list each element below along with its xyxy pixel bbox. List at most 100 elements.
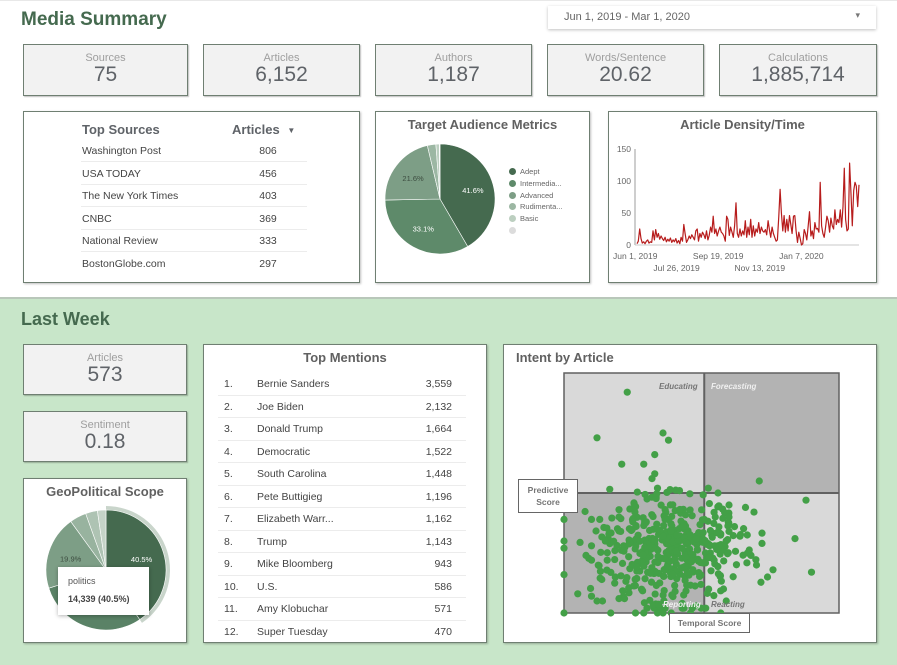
scatter-point[interactable] — [757, 578, 765, 586]
scatter-point[interactable] — [711, 513, 719, 521]
legend-item[interactable]: Basic — [509, 214, 538, 223]
scatter-point[interactable] — [678, 544, 686, 553]
table-row[interactable]: National Review 333 — [81, 230, 307, 253]
scatter-point[interactable] — [707, 567, 715, 575]
scatter-point[interactable] — [651, 590, 659, 598]
scatter-point[interactable] — [681, 553, 689, 561]
scatter-point[interactable] — [706, 527, 714, 535]
scatter-point[interactable] — [666, 485, 674, 494]
scatter-point[interactable] — [640, 609, 648, 617]
scatter-point[interactable] — [708, 533, 716, 541]
scatter-point[interactable] — [676, 505, 684, 514]
scatter-point[interactable] — [659, 532, 667, 540]
scatter-point[interactable] — [731, 547, 740, 555]
table-row[interactable]: BostonGlobe.com 297 — [81, 253, 307, 275]
mention-row[interactable]: 10. U.S. 586 — [218, 576, 466, 598]
scatter-point[interactable] — [714, 570, 722, 578]
scatter-point[interactable] — [601, 537, 609, 545]
scatter-point[interactable] — [651, 535, 659, 544]
scatter-point[interactable] — [791, 535, 799, 543]
mention-row[interactable]: 9. Mike Bloomberg 943 — [218, 553, 466, 576]
scatter-point[interactable] — [640, 562, 648, 570]
scatter-point[interactable] — [606, 485, 614, 493]
scatter-point[interactable] — [646, 596, 654, 604]
scatter-point[interactable] — [739, 525, 748, 533]
scatter-point[interactable] — [633, 563, 641, 571]
scatter-point[interactable] — [617, 527, 625, 536]
scatter-point[interactable] — [611, 555, 619, 564]
scatter-point[interactable] — [587, 515, 596, 523]
scatter-point[interactable] — [659, 609, 667, 617]
scatter-point[interactable] — [695, 569, 703, 577]
scatter-point[interactable] — [560, 544, 568, 552]
scatter-point[interactable] — [615, 513, 623, 521]
scatter-point[interactable] — [769, 566, 777, 574]
mention-row[interactable]: 7. Elizabeth Warr... 1,162 — [218, 508, 466, 531]
scatter-point[interactable] — [724, 536, 732, 544]
pie-slice[interactable] — [439, 143, 441, 200]
scatter-point[interactable] — [636, 537, 644, 545]
legend-item[interactable]: Adept — [509, 167, 540, 176]
scatter-point[interactable] — [641, 575, 649, 583]
mention-row[interactable]: 2. Joe Biden 2,132 — [218, 396, 466, 418]
scatter-point[interactable] — [647, 578, 656, 586]
pie-slice[interactable] — [384, 145, 441, 201]
mention-row[interactable]: 8. Trump 1,143 — [218, 531, 466, 553]
scatter-point[interactable] — [664, 436, 673, 444]
scatter-point[interactable] — [656, 579, 664, 587]
scatter-point[interactable] — [617, 572, 625, 580]
scatter-point[interactable] — [625, 589, 633, 597]
scatter-point[interactable] — [667, 520, 675, 528]
scatter-point[interactable] — [653, 609, 662, 617]
scatter-point[interactable] — [615, 595, 623, 603]
scatter-point[interactable] — [642, 518, 650, 526]
scatter-point[interactable] — [593, 434, 601, 442]
scatter-point[interactable] — [807, 568, 816, 576]
scatter-point[interactable] — [596, 567, 605, 575]
scatter-point[interactable] — [704, 484, 712, 492]
scatter-point[interactable] — [709, 554, 717, 562]
scatter-point[interactable] — [686, 506, 694, 514]
scatter-point[interactable] — [640, 460, 648, 468]
mention-row[interactable]: 11. Amy Klobuchar 571 — [218, 598, 466, 621]
pie-slice[interactable] — [105, 509, 167, 621]
scatter-point[interactable] — [633, 574, 641, 583]
scatter-point[interactable] — [719, 514, 727, 522]
scatter-point[interactable] — [686, 581, 695, 589]
scatter-point[interactable] — [581, 507, 589, 516]
date-range-picker[interactable]: Jun 1, 2019 - Mar 1, 2020 ▾ — [548, 6, 876, 29]
scatter-point[interactable] — [725, 513, 733, 521]
scatter-point[interactable] — [681, 511, 690, 519]
scatter-point[interactable] — [659, 591, 667, 599]
scatter-point[interactable] — [715, 523, 723, 531]
scatter-point[interactable] — [743, 531, 751, 539]
scatter-point[interactable] — [618, 460, 626, 468]
scatter-point[interactable] — [683, 568, 692, 577]
scatter-point[interactable] — [700, 515, 709, 524]
legend-item[interactable]: Intermedia... — [509, 179, 562, 188]
scatter-point[interactable] — [660, 597, 668, 605]
scatter-point[interactable] — [729, 573, 737, 581]
scatter-point[interactable] — [705, 542, 714, 550]
scatter-point[interactable] — [646, 569, 655, 577]
scatter-point[interactable] — [632, 542, 640, 550]
scatter-point[interactable] — [701, 537, 709, 545]
scatter-point[interactable] — [675, 487, 684, 495]
scatter-point[interactable] — [755, 477, 763, 485]
scatter-point[interactable] — [660, 522, 668, 530]
scatter-point[interactable] — [582, 551, 590, 559]
scatter-point[interactable] — [596, 515, 604, 523]
scatter-point[interactable] — [681, 562, 689, 571]
scatter-point[interactable] — [611, 573, 619, 581]
scatter-point[interactable] — [639, 587, 647, 595]
scatter-point[interactable] — [619, 587, 627, 595]
scatter-point[interactable] — [750, 508, 758, 516]
scatter-point[interactable] — [743, 559, 751, 567]
pie-slice[interactable] — [384, 198, 469, 255]
pie-slice[interactable] — [97, 509, 107, 571]
mention-row[interactable]: 4. Democratic 1,522 — [218, 441, 466, 463]
scatter-point[interactable] — [671, 555, 679, 564]
scatter-point[interactable] — [692, 602, 700, 610]
scatter-point[interactable] — [669, 538, 677, 546]
scatter-point[interactable] — [620, 547, 628, 555]
